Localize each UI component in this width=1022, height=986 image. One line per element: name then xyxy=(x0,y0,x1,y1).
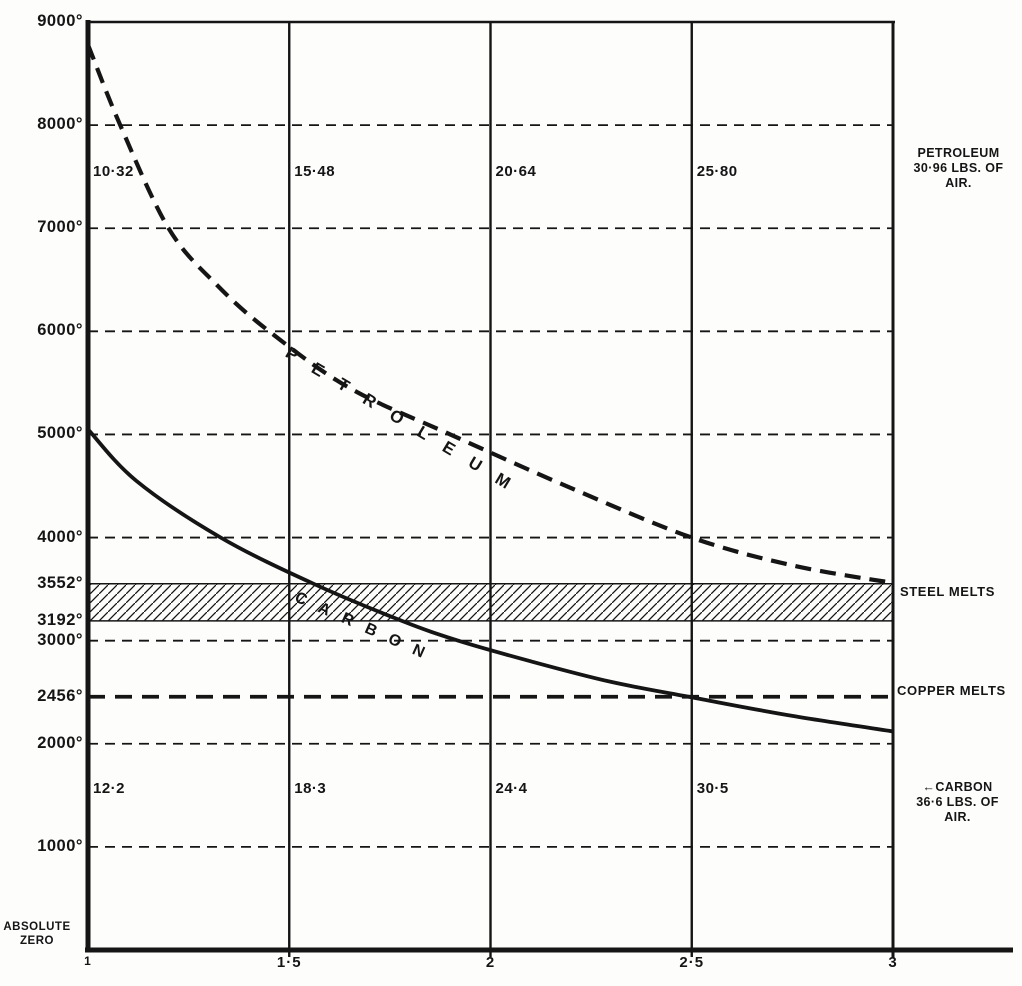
carbon-air-lbs-2.5: 30·5 xyxy=(696,780,729,798)
y-tick-label-3552: 3552° xyxy=(37,573,83,592)
carbon-air-lbs-1: 12·2 xyxy=(93,780,126,798)
x-tick-label-1: 1 xyxy=(84,954,92,968)
carbon-side-line-3: AIR. xyxy=(944,810,971,824)
petroleum-air-side-label: PETROLEUM 30·96 LBS. OF AIR. xyxy=(895,146,1022,191)
y-tick-label-9000: 9000° xyxy=(37,12,83,30)
x-tick-label-2.5: 2·5 xyxy=(679,954,705,971)
petroleum-air-lbs-2: 20·64 xyxy=(495,162,537,180)
petroleum-air-lbs-2.5: 25·80 xyxy=(696,162,738,180)
y-tick-label-3000: 3000° xyxy=(37,630,83,649)
y-tick-label-3192: 3192° xyxy=(37,610,83,629)
petroleum-side-line-2: 30·96 LBS. OF xyxy=(913,161,1004,175)
x-tick-label-1.5: 1·5 xyxy=(276,954,302,971)
petroleum-curve xyxy=(86,43,894,585)
carbon-air-lbs-2: 24·4 xyxy=(495,780,528,798)
y-tick-label-8000: 8000° xyxy=(37,115,83,134)
petroleum-side-line-1: PETROLEUM xyxy=(917,146,1000,160)
y-tick-label-1000: 1000° xyxy=(37,836,83,855)
copper-melts-label: COPPER MELTS xyxy=(897,683,1006,698)
y-tick-label-6000: 6000° xyxy=(37,321,83,340)
y-tick-label-5000: 5000° xyxy=(37,424,83,443)
absolute-zero-label: ABSOLUTE ZERO xyxy=(2,920,72,948)
carbon-side-line-2: 36·6 LBS. OF xyxy=(916,795,999,809)
y-tick-label-4000: 4000° xyxy=(37,527,83,546)
y-tick-label-7000: 7000° xyxy=(37,218,83,237)
y-tick-label-2456: 2456° xyxy=(37,686,83,705)
petroleum-side-line-3: AIR. xyxy=(945,176,972,190)
x-tick-label-3: 3 xyxy=(888,954,898,971)
petroleum-air-lbs-1.5: 15·48 xyxy=(294,162,336,180)
carbon-air-lbs-1.5: 18·3 xyxy=(294,780,327,798)
carbon-side-line-1: CARBON xyxy=(935,780,993,794)
y-tick-label-2000: 2000° xyxy=(37,733,83,752)
carbon-curve xyxy=(86,427,894,734)
carbon-air-side-label: ←CARBON 36·6 LBS. OF AIR. xyxy=(893,780,1022,825)
absolute-zero-line-1: ABSOLUTE xyxy=(3,921,71,933)
petroleum-air-lbs-1: 10·32 xyxy=(93,162,134,180)
steel-melts-label: STEEL MELTS xyxy=(900,584,995,599)
carbon-pointer-icon: ← xyxy=(922,780,936,794)
x-tick-label-2: 2 xyxy=(485,954,496,971)
absolute-zero-line-2: ZERO xyxy=(20,935,54,947)
